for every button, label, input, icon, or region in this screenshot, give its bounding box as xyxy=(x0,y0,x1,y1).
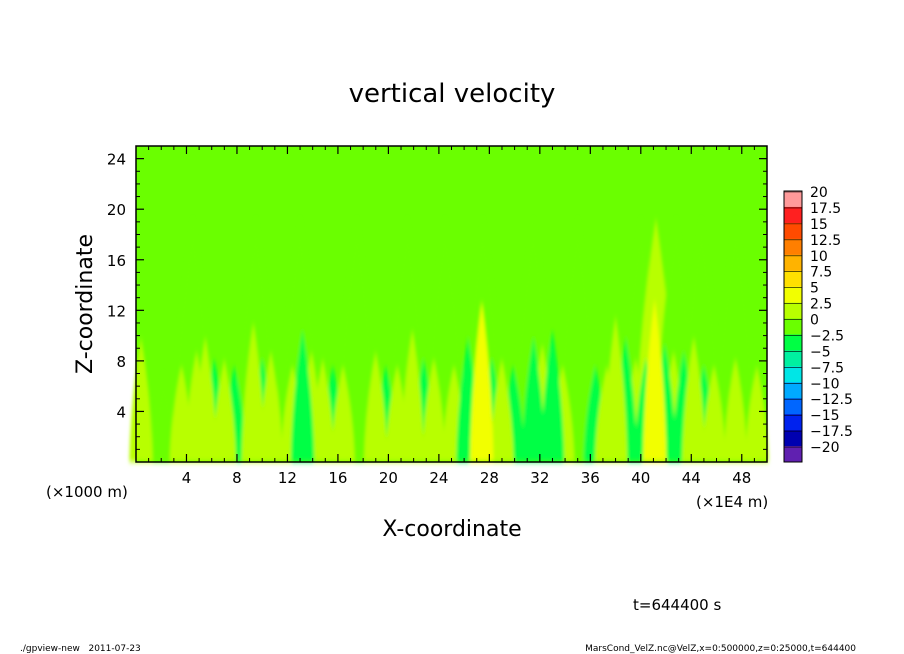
colorbar-label: 20 xyxy=(810,185,828,201)
colorbar-swatch xyxy=(784,382,802,399)
colorbar-label: 10 xyxy=(810,249,828,265)
velocity-plume xyxy=(521,336,546,462)
velocity-plume xyxy=(331,365,355,462)
colorbar-label: −15 xyxy=(810,408,840,424)
x-tick-label: 36 xyxy=(581,469,600,487)
x-tick-label: 20 xyxy=(379,469,398,487)
time-label: t=644400 s xyxy=(633,596,721,614)
colorbar-swatch xyxy=(784,254,802,272)
velocity-plume xyxy=(193,336,218,462)
velocity-plume xyxy=(212,358,237,462)
footer-right: MarsCond_VelZ.nc@VelZ,x=0:500000,z=0:250… xyxy=(585,644,856,654)
velocity-plume xyxy=(490,358,514,462)
colorbar-swatch xyxy=(784,350,802,367)
colorbar-frame xyxy=(783,190,803,463)
x-tick-label: 40 xyxy=(631,469,650,487)
velocity-plume xyxy=(745,365,769,462)
colorbar-label: −7.5 xyxy=(810,360,844,376)
colorbar-swatch xyxy=(784,302,802,319)
plot-area xyxy=(129,146,769,462)
velocity-plume xyxy=(723,358,748,462)
velocity-plume xyxy=(642,299,667,462)
x-tick-label: 28 xyxy=(480,469,499,487)
velocity-plume xyxy=(469,301,494,462)
velocity-plume xyxy=(422,358,446,462)
colorbar-label: −17.5 xyxy=(810,424,853,440)
colorbar: 2017.51512.5107.552.50−2.5−5−7.5−10−12.5… xyxy=(783,185,853,463)
colorbar-swatch xyxy=(784,334,802,351)
colorbar-swatch xyxy=(784,318,802,335)
x-axis: 4 8 12 16 20 24 28 32 36 40 44 48 xyxy=(148,146,755,487)
colorbar-swatch xyxy=(784,366,802,383)
footer-left: ./gpview-new 2011-07-23 xyxy=(20,644,141,654)
velocity-plume xyxy=(151,372,176,462)
x-tick-label: 16 xyxy=(328,469,347,487)
velocity-plume xyxy=(702,365,726,462)
colorbar-swatch xyxy=(784,191,802,208)
x-tick-label: 4 xyxy=(182,469,192,487)
x-tick-label: 48 xyxy=(732,469,751,487)
y-unit-label: (×1000 m) xyxy=(46,483,128,501)
velocity-plume xyxy=(241,322,266,462)
velocity-plume xyxy=(363,351,388,462)
velocity-plume xyxy=(603,315,628,462)
y-axis: 4 8 12 16 20 24 xyxy=(107,151,767,450)
colorbar-label: 0 xyxy=(810,313,819,329)
colorbar-label: −10 xyxy=(810,376,840,392)
x-axis-label: X-coordinate xyxy=(382,517,521,542)
colorbar-label: 15 xyxy=(810,217,828,233)
colorbar-swatch xyxy=(784,206,802,224)
colorbar-label: 7.5 xyxy=(810,265,832,281)
colorbar-label: −5 xyxy=(810,344,831,360)
velocity-plume xyxy=(129,336,153,462)
x-tick-label: 32 xyxy=(530,469,549,487)
colorbar-label: −20 xyxy=(810,440,840,456)
x-tick-label: 12 xyxy=(278,469,297,487)
velocity-plume xyxy=(290,329,315,462)
x-tick-label: 44 xyxy=(682,469,701,487)
x-tick-label: 8 xyxy=(232,469,242,487)
colorbar-label: 12.5 xyxy=(810,233,841,249)
colorbar-label: 2.5 xyxy=(810,297,832,313)
velocity-plume xyxy=(400,329,425,462)
colorbar-label: 5 xyxy=(810,281,819,297)
y-tick-label: 8 xyxy=(116,353,126,371)
colorbar-swatch xyxy=(784,238,802,256)
y-tick-label: 4 xyxy=(116,403,126,421)
x-unit-label: (×1E4 m) xyxy=(696,493,768,511)
velocity-plume xyxy=(681,336,706,462)
y-tick-label: 24 xyxy=(107,151,126,169)
colorbar-label: 17.5 xyxy=(810,201,841,217)
colorbar-swatch xyxy=(784,222,802,240)
colorbar-label: −2.5 xyxy=(810,328,844,344)
velocity-plume xyxy=(540,329,565,462)
colorbar-swatch xyxy=(784,446,802,463)
colorbar-swatch xyxy=(784,270,802,287)
y-tick-label: 20 xyxy=(107,201,126,219)
colorbar-swatch xyxy=(784,414,802,431)
y-axis-label: Z-coordinate xyxy=(73,234,98,374)
chart-title: vertical velocity xyxy=(349,79,556,109)
colorbar-label: −12.5 xyxy=(810,392,853,408)
colorbar-swatch xyxy=(784,398,802,415)
velocity-plume xyxy=(259,351,283,462)
x-tick-label: 24 xyxy=(429,469,448,487)
y-tick-label: 16 xyxy=(107,252,126,270)
colorbar-swatch xyxy=(784,430,802,447)
colorbar-swatch xyxy=(784,286,802,303)
y-tick-label: 12 xyxy=(107,302,126,320)
